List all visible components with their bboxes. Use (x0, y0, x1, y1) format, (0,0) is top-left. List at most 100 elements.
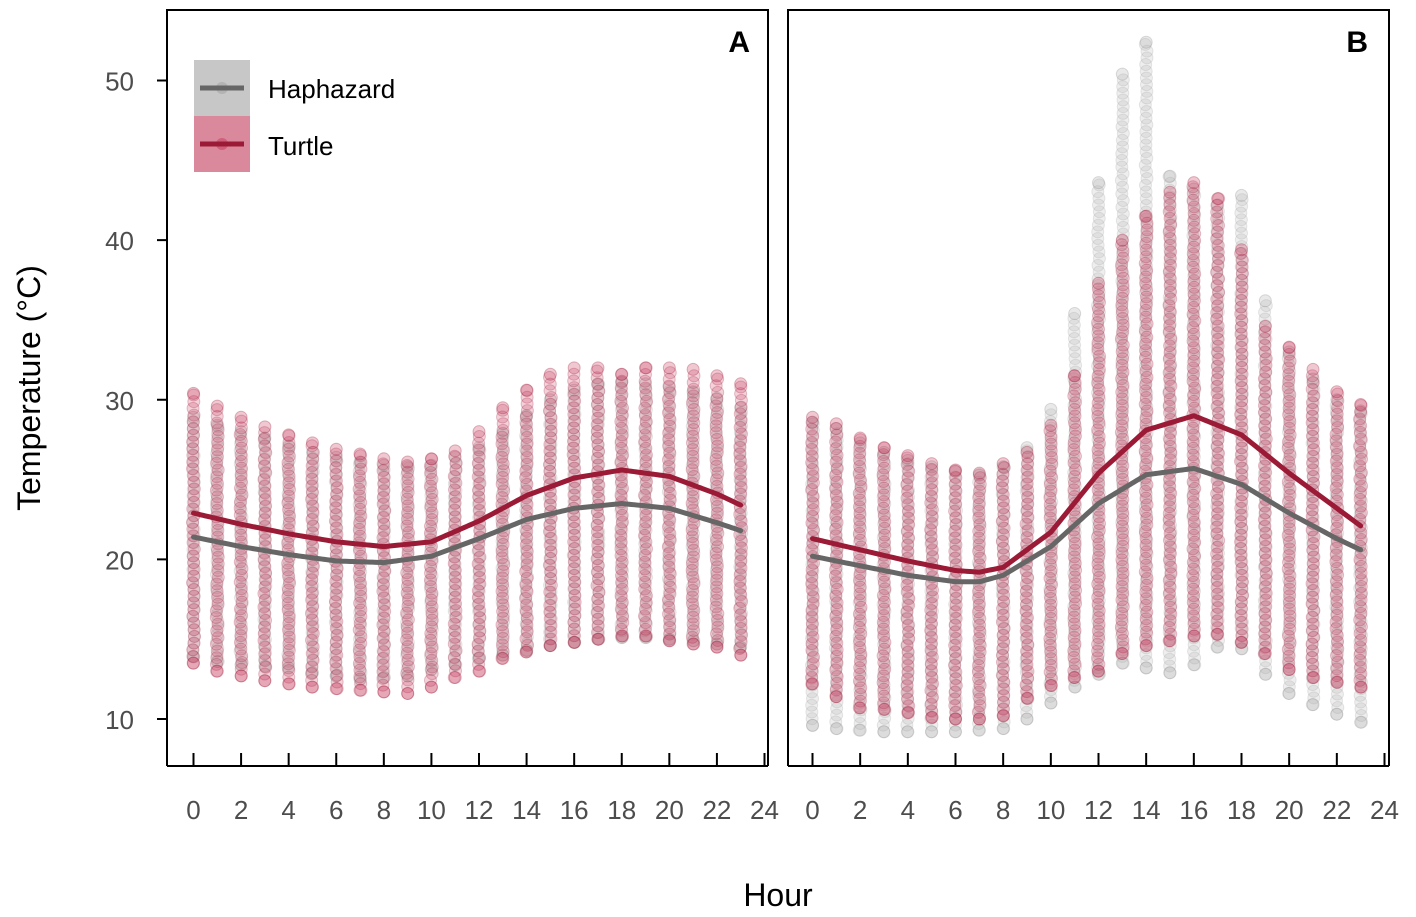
panel-a-point-turtle (542, 558, 556, 572)
panel-b-point-haphazard (1020, 712, 1034, 726)
panel-a-point-turtle (520, 477, 534, 491)
panel-a-point-turtle (710, 580, 724, 594)
panel-b-point-haphazard (1235, 508, 1249, 522)
panel-a-point-turtle (354, 603, 368, 617)
panel-a-x-tick-label: 0 (186, 795, 200, 825)
panel-a-point-turtle (686, 376, 700, 390)
panel-a-point-haphazard (567, 454, 581, 468)
panel-a-point-turtle (448, 624, 462, 638)
panel-a-point-haphazard (282, 614, 296, 628)
panel-a-point-turtle (282, 570, 296, 584)
panel-a-point-haphazard (424, 656, 438, 670)
panel-a-point-turtle (733, 454, 747, 468)
panel-a-point-haphazard (210, 520, 224, 534)
panel-a-point-haphazard (306, 465, 320, 479)
panel-a-point-turtle (282, 516, 296, 530)
panel-b-point-turtle-min (1258, 647, 1272, 661)
panel-b-point-haphazard (1138, 178, 1152, 192)
panel-b-point-haphazard (877, 611, 891, 625)
panel-a-point-haphazard-max (329, 450, 343, 464)
panel-a-point-haphazard (591, 391, 605, 405)
panel-b-point-haphazard (1330, 553, 1344, 567)
panel-a-point-haphazard-max (472, 441, 486, 455)
panel-b-point-haphazard (1330, 694, 1344, 708)
panel-b-point-haphazard (1092, 620, 1106, 634)
panel-b-point-haphazard (1258, 587, 1272, 601)
panel-a-point-haphazard (402, 461, 416, 475)
panel-b-point-haphazard (806, 517, 820, 531)
panel-a-point-haphazard (401, 562, 415, 576)
panel-a-point-turtle (425, 660, 439, 674)
panel-a-point-turtle (376, 671, 390, 685)
panel-b-point-haphazard (1091, 433, 1105, 447)
panel-b-point-haphazard (1307, 450, 1321, 464)
panel-a-point-haphazard (210, 634, 224, 648)
panel-a-point-haphazard (662, 478, 676, 492)
panel-a-x-tick-label: 2 (234, 795, 248, 825)
panel-a-point-haphazard (424, 562, 438, 576)
panel-b-point-haphazard (1068, 680, 1082, 694)
panel-a-point-turtle (258, 640, 272, 654)
panel-a-point-haphazard (544, 585, 558, 599)
panel-a-point-turtle (233, 481, 247, 495)
panel-a-point-haphazard (709, 463, 723, 477)
panel-b-point-haphazard (924, 591, 938, 605)
panel-b-point-haphazard (1210, 533, 1224, 547)
panel-a-point-turtle (709, 379, 723, 393)
panel-b-point-haphazard (1329, 580, 1343, 594)
panel-a-point-turtle (662, 600, 676, 614)
panel-b-point-haphazard (1138, 359, 1152, 373)
panel-b-point-haphazard (1354, 641, 1368, 655)
panel-b-point-haphazard (1235, 193, 1249, 207)
panel-b-point-haphazard (1235, 246, 1249, 260)
panel-a-point-turtle (401, 472, 415, 486)
panel-a-point-turtle (520, 437, 534, 451)
panel-b-point-haphazard (1116, 220, 1130, 234)
panel-b-point-haphazard-max (1330, 393, 1344, 407)
panel-a-point-haphazard (234, 504, 248, 518)
panel-b-point-haphazard (997, 608, 1011, 622)
panel-a-point-haphazard (520, 610, 534, 624)
panel-a-point-haphazard (259, 592, 273, 606)
panel-a-point-turtle (520, 404, 534, 418)
panel-b-point-haphazard (829, 594, 843, 608)
panel-a-point-turtle (543, 404, 557, 418)
panel-b-point-haphazard (1354, 434, 1368, 448)
panel-a-point-turtle (401, 673, 415, 687)
panel-a-point-haphazard (733, 473, 747, 487)
panel-a-point-haphazard (377, 664, 391, 678)
panel-b-point-haphazard (995, 534, 1009, 548)
panel-b-point-haphazard (925, 671, 939, 685)
panel-a-point-turtle (472, 503, 486, 517)
panel-b-point-haphazard (1331, 613, 1345, 627)
panel-a-point-haphazard (353, 525, 367, 539)
panel-b-point-haphazard (806, 651, 820, 665)
panel-b-point-haphazard (972, 643, 986, 657)
panel-b-point-haphazard (1283, 546, 1297, 560)
panel-a-point-haphazard (187, 616, 201, 630)
panel-a-point-haphazard (686, 446, 700, 460)
panel-a-point-turtle (709, 546, 723, 560)
panel-b-point-haphazard (1139, 111, 1153, 125)
panel-a-point-turtle (709, 419, 723, 433)
panel-b-point-haphazard (1235, 628, 1249, 642)
panel-b-point-haphazard (1163, 659, 1177, 673)
panel-a-point-haphazard-max (567, 383, 581, 397)
panel-a-point-haphazard (520, 449, 534, 463)
panel-a-point-turtle (187, 556, 201, 570)
panel-a-point-haphazard (377, 489, 391, 503)
panel-a-point-haphazard (377, 496, 391, 510)
panel-b-point-haphazard (1281, 653, 1295, 667)
y-tick-label: 50 (105, 67, 134, 97)
panel-a-point-turtle (353, 616, 367, 630)
panel-a-point-haphazard-min (567, 635, 581, 649)
panel-b-point-haphazard (1306, 610, 1320, 624)
panel-a-point-haphazard (329, 669, 343, 683)
panel-a-point-turtle (543, 451, 557, 465)
panel-a-point-turtle (400, 512, 414, 526)
panel-b-point-haphazard (1210, 278, 1224, 292)
panel-b-point-haphazard (1019, 477, 1033, 491)
panel-b-point-haphazard (876, 671, 890, 685)
panel-b-point-haphazard (924, 725, 938, 739)
panel-a-point-haphazard (520, 563, 534, 577)
